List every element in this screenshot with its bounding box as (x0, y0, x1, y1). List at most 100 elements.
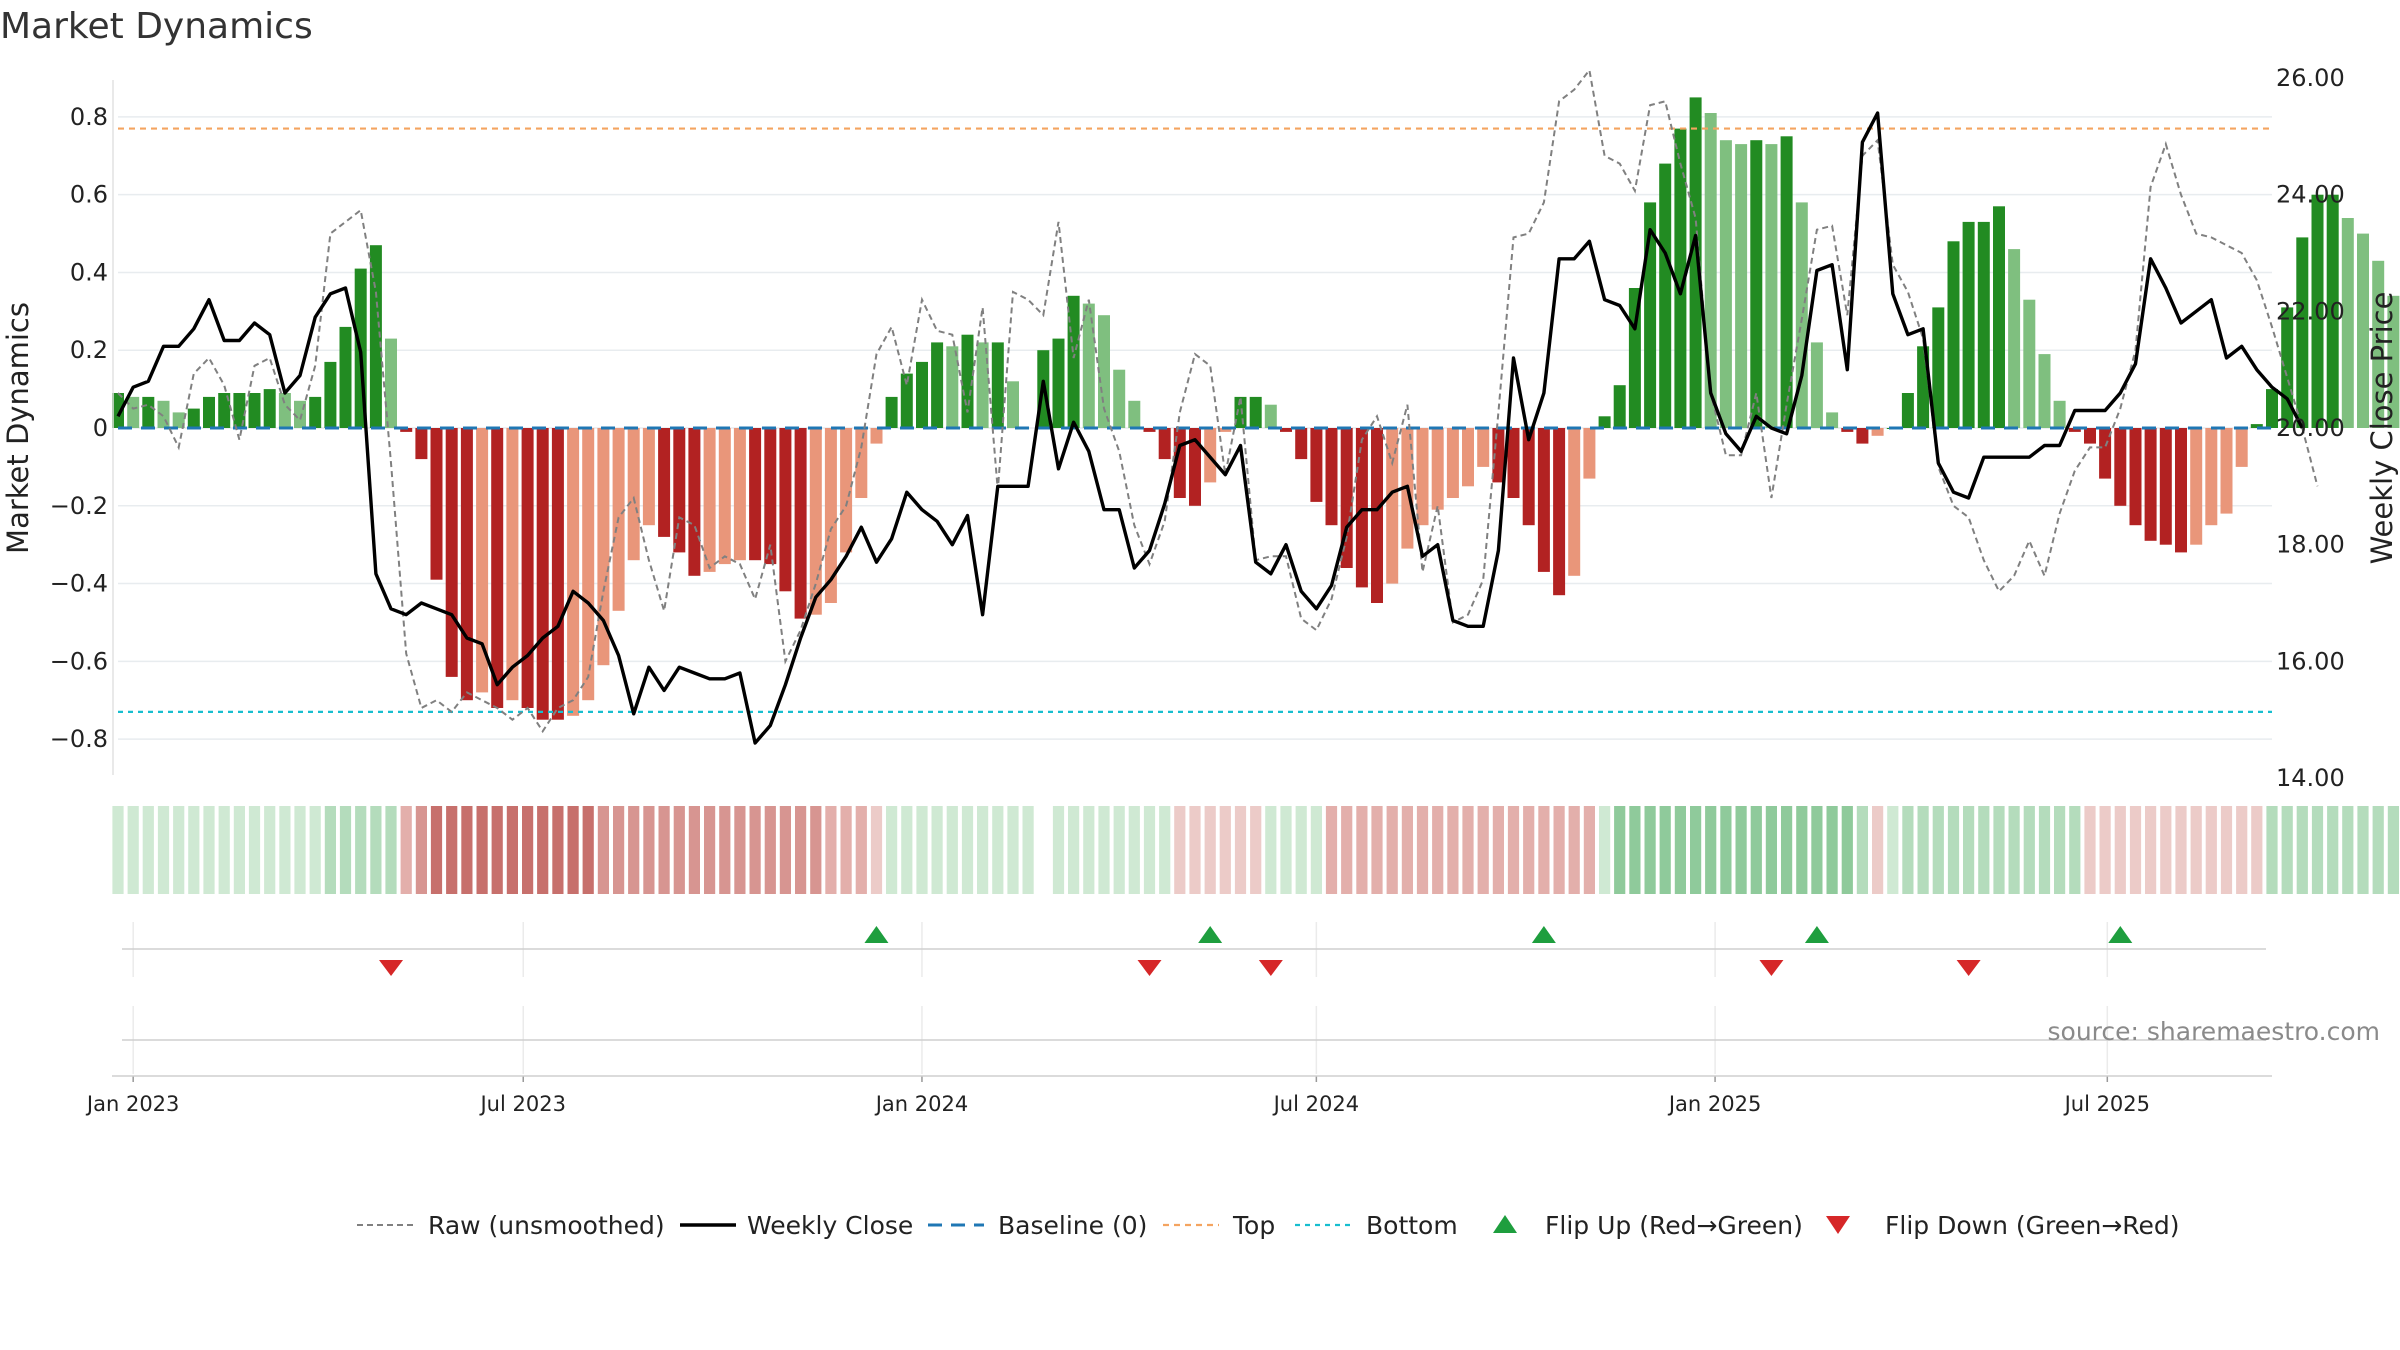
regime-cell (1234, 806, 1247, 894)
y-tick-label-right: 16.00 (2276, 647, 2345, 675)
regime-cell (203, 806, 215, 894)
y-axis-title-right: Weekly Close Price (2365, 292, 2399, 565)
regime-cell (582, 806, 594, 894)
dynamics-bar (142, 396, 155, 428)
regime-cell (1538, 806, 1550, 894)
regime-cell (901, 806, 913, 894)
dynamics-bar (2068, 428, 2081, 432)
flip-down-marker (1956, 960, 1981, 976)
regime-cell (1113, 806, 1125, 894)
regime-cell (1189, 806, 1201, 894)
dynamics-bar (400, 428, 413, 432)
regime-cell (1568, 806, 1580, 894)
dynamics-bar (2144, 428, 2157, 541)
regime-cell (886, 806, 898, 894)
legend-flip-up-swatch (1493, 1215, 1517, 1233)
regime-cell (946, 806, 958, 894)
dynamics-bar (1780, 136, 1793, 429)
regime-cell (446, 806, 458, 894)
regime-cell (2008, 806, 2020, 894)
dynamics-bar (2311, 194, 2324, 428)
regime-cell (2084, 806, 2096, 894)
regime-cell (1250, 806, 1262, 894)
regime-cell (1690, 806, 1702, 894)
y-tick-label-right: 18.00 (2276, 531, 2345, 559)
regime-cell (1614, 806, 1626, 894)
regime-cell (1629, 806, 1641, 894)
regime-cell (461, 806, 473, 894)
regime-cell (1765, 806, 1777, 894)
regime-cell (1811, 806, 1823, 894)
regime-cell (1341, 806, 1353, 894)
regime-cell (1674, 806, 1686, 894)
regime-cell (2327, 806, 2339, 894)
regime-cell (522, 806, 534, 894)
regime-cell (1462, 806, 1474, 894)
weekly-close-line (116, 111, 2304, 745)
dynamics-bar (112, 393, 124, 428)
dynamics-bar (233, 393, 246, 428)
dynamics-bar (1993, 206, 2005, 428)
regime-cell (1325, 806, 1338, 894)
date-axis: Jan 2023 Jul 2023 Jan 2024 Jul 2024 Jan 2025… (85, 1039, 2272, 1116)
regime-cell (779, 806, 791, 894)
regime-cell (2251, 806, 2263, 894)
dynamics-bar (916, 361, 928, 428)
dynamics-bar (1583, 428, 1596, 479)
regime-cell (2220, 806, 2233, 894)
dynamics-bar (1310, 428, 1323, 502)
regime-cell (734, 806, 746, 894)
regime-cell (537, 806, 549, 894)
regime-cell (658, 806, 670, 894)
regime-cell (855, 806, 867, 894)
dynamics-bar (1826, 412, 1839, 428)
regime-cell (1993, 806, 2005, 894)
regime-cell (704, 806, 716, 894)
regime-cell (142, 806, 154, 894)
dynamics-bar (1507, 428, 1520, 498)
dynamics-bar (248, 393, 261, 428)
dynamics-bar (1841, 428, 1854, 432)
dynamics-bar (1431, 428, 1444, 510)
y-tick-label-left: −0.8 (50, 725, 108, 753)
regime-cell (430, 806, 443, 894)
dynamics-bar (1492, 428, 1505, 483)
dynamics-bar (991, 342, 1004, 428)
legend-label: Bottom (1366, 1211, 1458, 1240)
regime-cell (749, 806, 761, 894)
dynamics-bar (2129, 428, 2142, 526)
regime-cell (1007, 806, 1019, 894)
dynamics-bar (127, 396, 140, 428)
regime-cell (2311, 806, 2324, 894)
flip-markers (122, 926, 2266, 976)
regime-cell (719, 806, 731, 894)
regime-cell (2054, 806, 2066, 894)
legend-label: Flip Down (Green→Red) (1885, 1211, 2180, 1240)
dynamics-bar (1719, 140, 1732, 428)
dynamics-bar (415, 428, 428, 460)
dynamics-bar (430, 428, 443, 580)
flip-down-marker (1258, 960, 1283, 976)
dynamics-bar (460, 428, 473, 701)
regime-cell (324, 806, 336, 894)
dynamics-bar (1537, 428, 1550, 572)
dynamics-bar (1962, 221, 1975, 428)
dynamics-bar (1977, 221, 1990, 428)
regime-cell (400, 806, 412, 894)
dynamics-bar (2190, 428, 2203, 545)
dynamics-bar (2326, 194, 2339, 428)
regime-cell (1386, 806, 1398, 894)
dynamics-bar (1098, 315, 1110, 428)
regime-cell (1401, 806, 1413, 894)
regime-cell (2175, 806, 2187, 894)
dynamics-bar (1810, 342, 1823, 428)
dynamics-bar (840, 428, 853, 553)
x-tick-label: Jan 2024 (874, 1092, 969, 1116)
dynamics-bar (2099, 428, 2112, 479)
regime-cell (112, 806, 124, 894)
regime-cell (1416, 806, 1429, 894)
dynamics-bar (1598, 416, 1611, 428)
flip-up-marker (1804, 926, 1829, 943)
regime-cell (1492, 806, 1504, 894)
